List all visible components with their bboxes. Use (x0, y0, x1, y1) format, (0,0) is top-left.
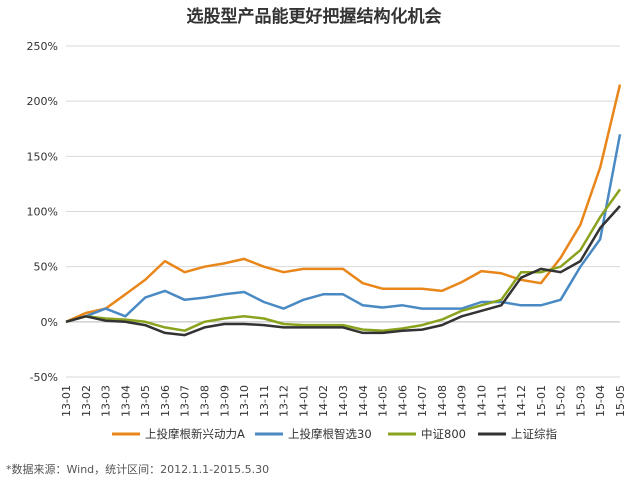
x-tick-label: 13-10 (238, 385, 251, 417)
x-tick-label: 14-05 (377, 385, 390, 417)
legend: 上投摩根新兴动力A 上投摩根智选30 中证800 上证综指 (112, 427, 557, 441)
x-tick-label: 15-05 (614, 385, 627, 417)
source-note: *数据来源：Wind，统计区间：2012.1.1-2015.5.30 (6, 462, 269, 476)
x-tick-label: 14-12 (515, 385, 528, 417)
x-tick-label: 13-03 (100, 385, 113, 417)
x-tick-label: 13-05 (139, 385, 152, 417)
y-tick-label: 250% (27, 40, 58, 53)
y-tick-label: 150% (27, 150, 58, 163)
x-tick-label: 14-06 (396, 385, 409, 417)
y-tick-label: -50% (30, 371, 58, 384)
y-tick-label: 0% (41, 316, 58, 329)
x-tick-label: 14-04 (357, 385, 370, 417)
x-tick-label: 14-10 (476, 385, 489, 417)
x-tick-label: 13-02 (80, 385, 93, 417)
y-tick-label: 100% (27, 206, 58, 219)
x-tick-label: 13-09 (218, 385, 231, 417)
x-tick-label: 15-02 (555, 385, 568, 417)
chart-title: 选股型产品能更好把握结构化机会 (187, 6, 442, 27)
x-tick-label: 13-12 (278, 385, 291, 417)
series-line (65, 188, 622, 332)
x-tick-label: 14-08 (436, 385, 449, 417)
series-line (65, 84, 622, 323)
x-tick-label: 14-01 (297, 385, 310, 417)
series-lines (65, 84, 622, 337)
legend-label: 上证综指 (511, 427, 557, 441)
x-tick-label: 13-04 (119, 385, 132, 417)
y-tick-label: 200% (27, 95, 58, 108)
legend-label: 上投摩根智选30 (288, 427, 372, 441)
x-axis: 13-01 13-02 13-03 13-04 13-05 13-06 13-07 13-08… (60, 385, 627, 417)
x-tick-label: 13-07 (179, 385, 192, 417)
x-tick-label: 15-03 (574, 385, 587, 417)
series-line (65, 134, 622, 324)
x-tick-label: 14-03 (337, 385, 350, 417)
series-line (65, 205, 621, 337)
legend-label: 中证800 (421, 427, 466, 441)
x-tick-label: 14-09 (456, 385, 469, 417)
x-tick-label: 13-08 (199, 385, 212, 417)
x-tick-label: 15-01 (535, 385, 548, 417)
y-axis: -50% 0% 50% 100% 150% 200% 250% (27, 40, 58, 384)
y-tick-label: 50% (34, 261, 58, 274)
x-tick-label: 14-11 (495, 385, 508, 417)
legend-label: 上投摩根新兴动力A (145, 427, 245, 441)
x-tick-label: 13-06 (159, 385, 172, 417)
x-tick-label: 14-07 (416, 385, 429, 417)
x-tick-label: 13-01 (60, 385, 73, 417)
x-tick-label: 14-02 (317, 385, 330, 417)
x-tick-label: 15-04 (594, 385, 607, 417)
x-tick-label: 13-11 (258, 385, 271, 417)
